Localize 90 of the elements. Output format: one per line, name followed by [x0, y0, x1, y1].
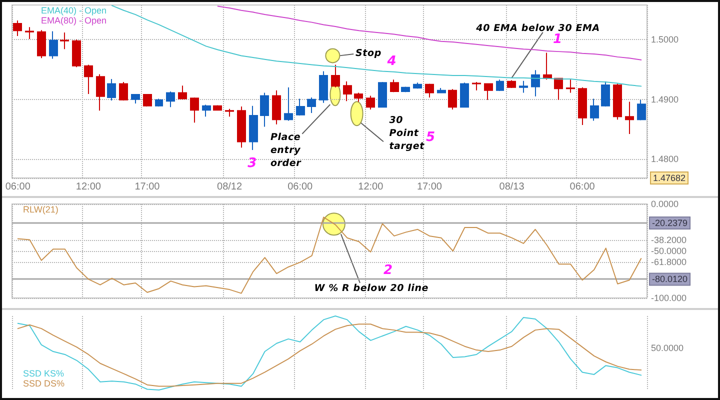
candlestick [307, 97, 316, 114]
text: RLW(21) [23, 204, 58, 214]
candlestick [425, 83, 434, 98]
text: 50.0000 [651, 343, 684, 354]
candlestick [390, 79, 399, 93]
candlestick [60, 32, 69, 50]
ref-line-label: -80.0120 [652, 274, 688, 284]
x-tick-label: 08/13 [499, 182, 525, 192]
candlestick [343, 80, 352, 102]
candlestick [378, 82, 387, 108]
annotation: 4 [387, 54, 396, 70]
candlestick [460, 82, 469, 108]
candlestick [437, 87, 446, 94]
candlestick [566, 79, 575, 94]
series-label: EMA(40) - Open [41, 6, 107, 16]
candlestick [272, 90, 281, 125]
annotation: Place entry order [270, 130, 302, 170]
annotation: W % R below 20 line [314, 282, 429, 296]
candlestick [178, 85, 187, 100]
annotation: 5 [426, 130, 436, 146]
candlestick [107, 78, 116, 102]
y-tick-label: 1.4900 [651, 94, 679, 104]
candlestick [166, 91, 175, 108]
candlestick [366, 95, 375, 110]
x-tick-label: 06:00 [570, 182, 596, 192]
text: SSD DS% [23, 378, 65, 388]
candlestick [237, 106, 246, 148]
candlestick [601, 80, 610, 107]
candlestick [472, 82, 481, 91]
candlestick [131, 93, 140, 104]
series-label: SSD KS% [23, 368, 64, 378]
x-tick-label: 17:00 [416, 182, 442, 192]
candlestick [578, 86, 587, 126]
candlestick [496, 79, 504, 92]
line-series [111, 5, 642, 87]
text: EMA(80) - Open [41, 16, 107, 26]
candlestick [613, 83, 622, 120]
candlestick [484, 82, 493, 100]
annotation: Stop [356, 47, 382, 60]
candlestick [202, 104, 211, 118]
candlestick [554, 77, 563, 100]
annotation: 3 [248, 156, 257, 172]
candlestick [84, 64, 93, 94]
candlestick [225, 108, 234, 118]
candlestick [13, 20, 22, 37]
y-tick-label: -61.8000 [651, 257, 687, 268]
y-tick-label: -100.000 [651, 293, 687, 303]
candlestick [119, 82, 128, 102]
candlestick [49, 30, 58, 60]
candlestick [72, 39, 81, 68]
candlestick [249, 105, 258, 151]
candlestick [296, 98, 305, 116]
candlestick [531, 70, 540, 97]
x-tick-label: 06:00 [288, 182, 314, 192]
candlestick [401, 86, 410, 93]
y-tick-label: -38.2000 [651, 234, 687, 245]
x-tick-label: 12:00 [358, 182, 384, 192]
candlestick [25, 26, 34, 40]
annotation: 2 [383, 262, 393, 278]
candlestick [625, 101, 634, 134]
candlestick [519, 80, 528, 94]
x-tick-label: 12:00 [76, 182, 102, 192]
y-tick-label: -50.0000 [651, 246, 687, 256]
annotation: 1 [553, 32, 562, 48]
candlestick [155, 98, 163, 107]
candlestick [507, 80, 516, 88]
candlestick [637, 99, 646, 121]
annotation: 40 EMA below 30 EMA [476, 22, 600, 34]
x-tick-label: 17:00 [134, 182, 160, 192]
candlestick [354, 92, 363, 102]
candlestick [284, 86, 293, 122]
candlestick [213, 104, 222, 112]
y-tick-label: 1.47682 [653, 173, 686, 183]
ref-line-label: -20.2379 [652, 218, 688, 228]
candlestick [590, 98, 599, 122]
candlestick [319, 70, 328, 104]
candlestick [37, 30, 46, 59]
candlestick [96, 74, 105, 112]
candlestick [543, 52, 552, 80]
candlestick [448, 88, 457, 110]
candlestick [190, 97, 199, 124]
y-tick-label: 0.0000 [651, 199, 679, 209]
candlestick [143, 93, 152, 107]
candlestick [413, 82, 422, 90]
y-tick-label: 1.4800 [651, 154, 679, 164]
x-tick-label: 08/12 [217, 182, 242, 192]
candlestick [260, 92, 269, 128]
x-tick-label: 06:00 [5, 182, 31, 192]
annotation: 30 Point target [389, 114, 424, 152]
y-tick-label: 1.5000 [651, 34, 679, 45]
